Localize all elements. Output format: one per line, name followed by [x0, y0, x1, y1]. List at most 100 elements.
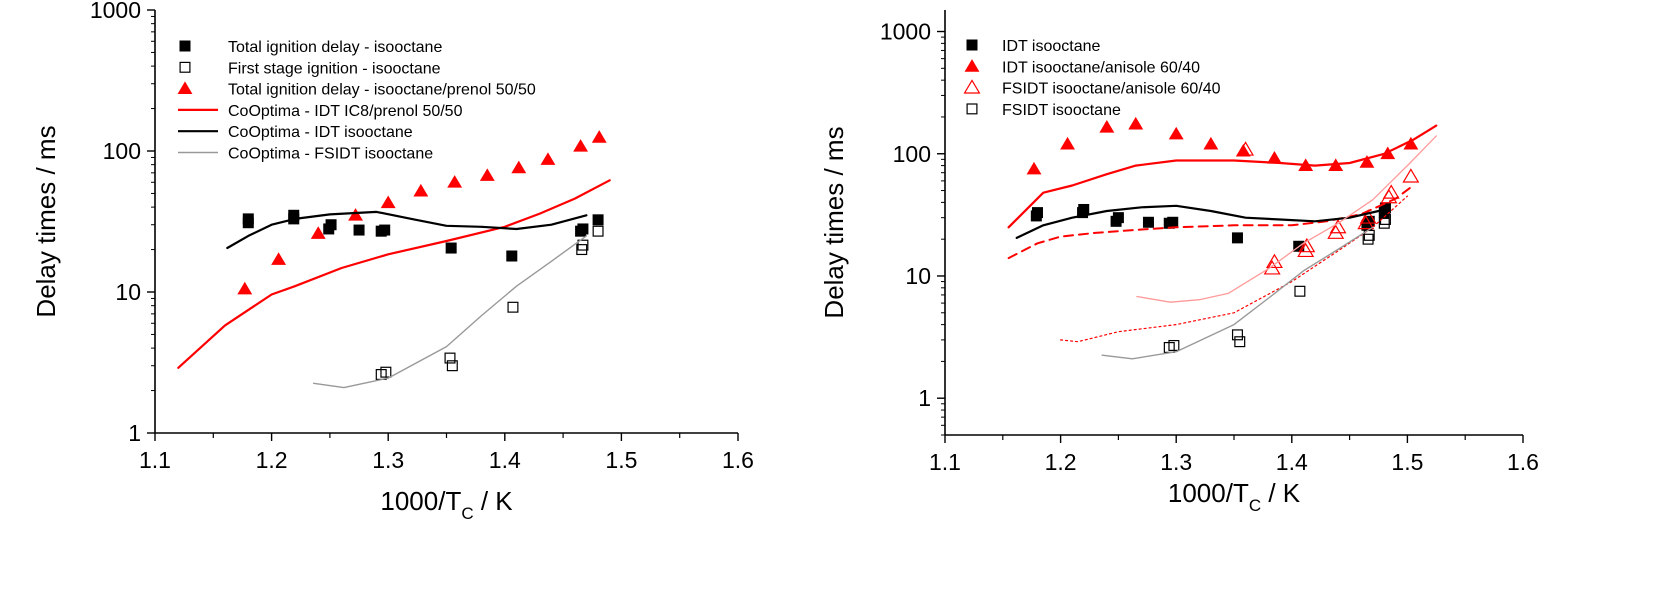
legend-entry-label: First stage ignition - isooctane	[228, 60, 441, 77]
x-axis-title-main: 1000/T	[1168, 478, 1249, 508]
data-point	[1362, 233, 1374, 245]
legend-entry-label: IDT isooctane	[1002, 38, 1101, 55]
x-axis-title-unit: / K	[474, 486, 514, 516]
data-point	[1378, 217, 1390, 229]
data-point	[1142, 216, 1154, 228]
x-tick-label: 1.1	[929, 449, 961, 475]
y-tick-label: 1000	[90, 0, 141, 23]
y-tick-label: 100	[893, 141, 931, 167]
data-point	[591, 130, 607, 143]
data-point	[444, 352, 456, 364]
x-axis-title-main: 1000/T	[380, 486, 461, 516]
y-axis-title: Delay times / ms	[31, 125, 61, 317]
legend-entry-label: FSIDT isooctane/anisole 60/40	[1002, 81, 1221, 98]
data-point	[447, 175, 463, 188]
x-tick-label: 1.4	[1276, 449, 1308, 475]
data-point	[1078, 203, 1090, 215]
series-line	[1007, 124, 1438, 229]
y-tick-label: 1	[128, 420, 141, 446]
data-point	[592, 214, 604, 226]
series-line	[312, 235, 588, 389]
legend-entry-label: FSIDT isooctane	[1002, 102, 1121, 119]
data-point	[1203, 136, 1219, 150]
legend-entry-label: CoOptima - IDT isooctane	[228, 124, 413, 141]
data-point	[577, 239, 589, 251]
data-point	[1026, 161, 1042, 175]
data-point	[592, 225, 604, 237]
data-point	[1297, 242, 1315, 258]
data-point	[1060, 136, 1075, 150]
data-point	[1237, 141, 1255, 156]
data-point	[1168, 126, 1184, 140]
x-tick-label: 1.4	[489, 447, 521, 473]
data-point	[1294, 285, 1306, 297]
data-point	[1327, 224, 1345, 239]
data-point	[1231, 329, 1243, 341]
data-point	[271, 252, 287, 265]
legend-entry-label: Total ignition delay - isooctane/prenol …	[228, 82, 536, 99]
x-axis-title-subscript: C	[1249, 496, 1261, 515]
data-point	[325, 219, 337, 231]
data-point	[1359, 209, 1377, 224]
x-axis-title-unit: / K	[1261, 478, 1301, 508]
legend-entry-label: CoOptima - IDT IC8/prenol 50/50	[228, 103, 463, 120]
data-point	[413, 183, 429, 197]
data-point	[1357, 214, 1375, 230]
data-point	[1298, 237, 1316, 253]
series-line	[1007, 184, 1415, 260]
data-point	[479, 168, 495, 181]
y-tick-label: 10	[905, 263, 931, 289]
y-tick-label: 1	[918, 385, 931, 411]
data-point	[1031, 207, 1043, 219]
x-tick-label: 1.3	[1160, 449, 1192, 475]
data-point	[573, 139, 589, 152]
x-tick-label: 1.6	[1507, 449, 1539, 475]
x-axis-title-subscript: C	[461, 504, 473, 523]
data-point	[1267, 150, 1282, 164]
data-point	[577, 223, 589, 235]
x-tick-label: 1.1	[139, 447, 171, 473]
data-point	[1380, 188, 1398, 204]
legend-marker-swatch	[966, 103, 978, 115]
data-point	[353, 224, 365, 236]
data-point	[380, 195, 396, 209]
data-point	[446, 360, 458, 372]
data-point	[511, 160, 527, 174]
legend-entry-label: IDT isooctane/anisole 60/40	[1002, 59, 1200, 76]
data-point	[380, 366, 392, 378]
legend-entry-label: CoOptima - FSIDT isooctane	[228, 146, 433, 163]
data-point	[1363, 229, 1375, 241]
series-line	[226, 210, 588, 250]
data-point	[540, 152, 556, 165]
y-tick-label: 10	[115, 279, 141, 305]
data-point	[288, 209, 300, 221]
data-point	[310, 226, 326, 239]
legend-marker-swatch	[966, 39, 978, 51]
series-line	[177, 179, 611, 369]
data-point	[1128, 116, 1144, 130]
legend-marker-swatch	[177, 81, 193, 94]
data-point	[1379, 202, 1391, 214]
x-tick-label: 1.5	[605, 447, 637, 473]
y-tick-label: 1000	[880, 19, 931, 45]
legend-marker-swatch	[964, 59, 980, 72]
data-point	[1403, 136, 1419, 150]
data-point	[1231, 232, 1243, 244]
data-point	[1402, 168, 1420, 183]
data-point	[1167, 216, 1179, 228]
data-point	[237, 281, 253, 295]
chart-panel-right: 1.1 1.2 1.3 1.4 1.5 1.6 1 10 100 1000 Delay times …	[819, 10, 1539, 515]
x-tick-label: 1.5	[1391, 449, 1423, 475]
series-line	[1101, 226, 1374, 360]
x-tick-label: 1.3	[372, 447, 404, 473]
chart-panel-left: 1.1 1.2 1.3 1.4 1.5 1.6 1 10 100 1000 Delay times …	[31, 0, 754, 523]
data-point	[506, 250, 518, 262]
data-point	[1382, 184, 1400, 199]
data-point	[445, 242, 457, 254]
data-point	[1099, 119, 1115, 133]
data-point	[379, 224, 391, 236]
data-point	[348, 208, 363, 221]
data-point	[1329, 218, 1347, 234]
y-tick-label: 100	[103, 138, 141, 164]
